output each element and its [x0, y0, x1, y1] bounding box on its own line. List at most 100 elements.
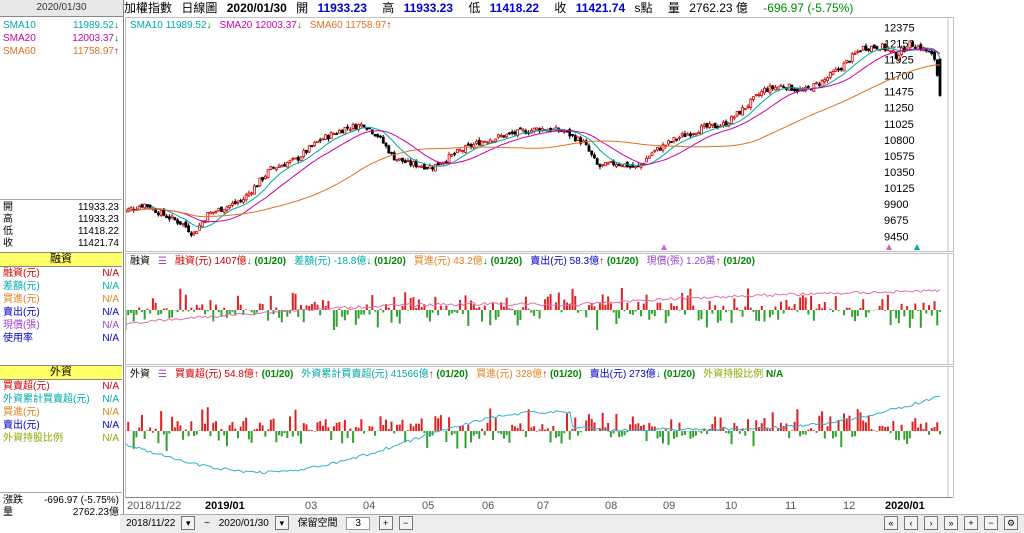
- bar-positive: [544, 430, 546, 431]
- bar-negative: [917, 310, 919, 311]
- candle-body: [508, 133, 510, 134]
- margin-chart-panel[interactable]: 融資☰融資(元) 1407億↓ (01/20)差額(元) -18.8億↓ (01…: [125, 253, 954, 365]
- bar-positive: [747, 288, 749, 310]
- last-page-icon[interactable]: »: [944, 516, 958, 530]
- first-page-icon[interactable]: «: [884, 516, 898, 530]
- bar-negative: [577, 310, 579, 313]
- candle-body: [796, 89, 798, 91]
- open-label: 開: [3, 202, 13, 214]
- bar-positive: [489, 408, 491, 431]
- bar-positive: [503, 307, 505, 310]
- bar-positive: [295, 294, 297, 310]
- candle-body: [646, 158, 648, 161]
- calendar-icon[interactable]: ▾: [275, 516, 289, 530]
- bar-positive: [415, 308, 417, 310]
- event-marker-icon: [914, 244, 920, 250]
- margin-bar-chart[interactable]: 140B130B120B: [126, 254, 953, 364]
- price-tick: 11025: [884, 119, 914, 131]
- candle-body: [459, 150, 461, 151]
- sma20-line: [126, 49, 940, 222]
- bar-negative: [341, 431, 343, 443]
- candle-body: [270, 166, 272, 169]
- margin-row-label: 差額(元): [3, 280, 40, 293]
- keep-space-value[interactable]: 3: [346, 517, 370, 530]
- candle-body: [330, 133, 332, 139]
- bar-positive: [327, 427, 329, 431]
- zoom-out-icon[interactable]: −: [399, 516, 413, 530]
- bar-positive: [242, 421, 244, 431]
- legend-date: (01/20): [488, 256, 522, 267]
- candle-body: [404, 161, 406, 163]
- bar-positive: [404, 292, 406, 310]
- bar-positive: [199, 430, 201, 431]
- bar-positive: [824, 302, 826, 310]
- prev-page-icon[interactable]: ‹: [904, 516, 918, 530]
- bar-negative: [854, 310, 856, 321]
- bar-negative: [777, 310, 779, 320]
- bar-positive: [923, 429, 925, 431]
- menu-icon[interactable]: ☰: [158, 369, 167, 380]
- bar-positive: [626, 303, 628, 310]
- volume-label: 量: [668, 1, 680, 15]
- foreign-bar-chart[interactable]: 4100B4000B3900B: [126, 367, 953, 497]
- candle-body: [484, 141, 486, 142]
- candle-body: [341, 130, 343, 132]
- bar-negative: [426, 431, 428, 448]
- bar-negative: [429, 310, 431, 322]
- bar-positive: [928, 305, 930, 310]
- bar-negative: [684, 431, 686, 435]
- bar-positive: [574, 418, 576, 431]
- next-page-icon[interactable]: ›: [924, 516, 938, 530]
- candlestick-chart[interactable]: 1237512150119251170011475112501102510800…: [126, 18, 953, 251]
- bar-negative: [868, 310, 870, 313]
- range-from[interactable]: 2018/11/22: [126, 518, 175, 529]
- candle-body: [336, 134, 338, 135]
- change-label: 漲跌: [3, 495, 23, 507]
- settings-icon[interactable]: ⚙: [1004, 516, 1018, 530]
- close-label: 收: [554, 1, 566, 15]
- bar-positive: [267, 429, 269, 431]
- low-label: 低: [468, 1, 480, 15]
- bar-negative: [662, 431, 664, 443]
- bar-negative: [739, 310, 741, 311]
- bar-positive: [843, 413, 845, 431]
- change-value: -696.97 (-5.75%): [763, 1, 853, 15]
- bar-positive: [240, 427, 242, 431]
- candle-body: [245, 195, 247, 200]
- bar-negative: [832, 310, 834, 312]
- candle-body: [497, 135, 499, 137]
- menu-icon[interactable]: ☰: [158, 256, 167, 267]
- bar-positive: [190, 308, 192, 310]
- bar-positive: [635, 424, 637, 431]
- price-chart-panel[interactable]: SMA10 11989.52↓SMA20 12003.37↓SMA60 1175…: [125, 17, 954, 252]
- candle-body: [281, 165, 283, 167]
- zoom-out-icon[interactable]: −: [984, 516, 998, 530]
- bar-negative: [135, 431, 137, 437]
- bar-positive: [621, 288, 623, 310]
- zoom-in-icon[interactable]: +: [379, 516, 393, 530]
- bar-negative: [909, 310, 911, 328]
- bar-positive: [262, 304, 264, 310]
- bar-negative: [303, 310, 305, 322]
- candle-body: [352, 124, 354, 128]
- bar-positive: [160, 411, 162, 431]
- candle-body: [681, 134, 683, 136]
- margin-row: 融資(元)N/A: [0, 267, 122, 280]
- candle-body: [731, 116, 733, 123]
- bar-negative: [451, 431, 453, 435]
- candle-body: [596, 159, 598, 165]
- foreign-row: 買賣超(元)N/A: [0, 380, 122, 393]
- bar-negative: [218, 431, 220, 440]
- candle-body: [316, 141, 318, 142]
- foreign-chart-panel[interactable]: 外資☰買賣超(元) 54.8億↑ (01/20)外資累計買賣超(元) 41566…: [125, 366, 954, 498]
- bar-negative: [706, 310, 708, 327]
- zoom-in-icon[interactable]: +: [964, 516, 978, 530]
- candle-body: [264, 176, 266, 178]
- calendar-icon[interactable]: ▾: [181, 516, 195, 530]
- bar-positive: [692, 306, 694, 310]
- range-to[interactable]: 2020/01/30: [219, 518, 269, 529]
- bar-negative: [580, 431, 582, 432]
- bar-positive: [552, 426, 554, 431]
